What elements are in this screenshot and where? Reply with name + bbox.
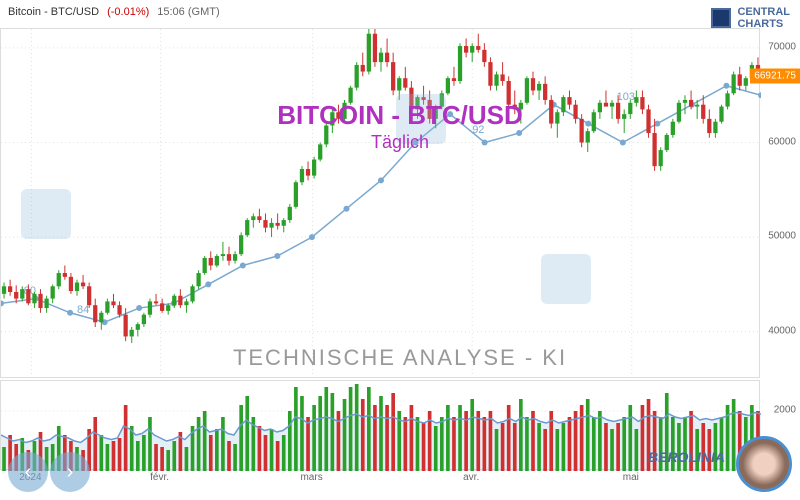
symbol-name: Bitcoin - BTC/USD [8, 6, 99, 18]
x-tick-label: févr. [150, 472, 169, 483]
watermark-icon [541, 254, 591, 304]
price-chart[interactable]: 808492103 [0, 28, 760, 378]
y-tick-label: 70000 [768, 41, 796, 52]
nav-next-button[interactable]: › [50, 452, 90, 492]
svg-text:84: 84 [77, 304, 89, 316]
y-tick-label: 50000 [768, 231, 796, 242]
header: Bitcoin - BTC/USD (-0.01%) 15:06 (GMT) [0, 0, 800, 24]
nav-buttons: ‹ › [8, 452, 90, 492]
x-tick-label: mai [623, 472, 639, 483]
ta-label: TECHNISCHE ANALYSE - KI [233, 345, 567, 371]
timestamp: 15:06 (GMT) [157, 6, 219, 18]
logo-text: CENTRAL CHARTS [737, 6, 790, 30]
volume-chart-svg [1, 381, 761, 471]
svg-text:103: 103 [617, 91, 635, 103]
chart-title: BITCOIN - BTC/USD [277, 100, 523, 131]
watermark-icon [21, 189, 71, 239]
nav-prev-button[interactable]: ‹ [8, 452, 48, 492]
x-tick-label: avr. [463, 472, 479, 483]
vol-y-tick-label: 2000 [774, 405, 796, 416]
y-tick-label: 40000 [768, 325, 796, 336]
x-tick-label: mars [300, 472, 322, 483]
price-change: (-0.01%) [107, 6, 149, 18]
brand-label: BEROLINIA [648, 449, 725, 465]
price-chart-svg: 808492103 [1, 29, 761, 379]
volume-chart[interactable] [0, 380, 760, 470]
x-axis: 2024févr.marsavr.mai [0, 472, 760, 492]
logo-icon [711, 8, 731, 28]
y-tick-label: 60000 [768, 136, 796, 147]
logo: CENTRAL CHARTS [711, 6, 790, 30]
avatar-icon[interactable] [736, 436, 792, 492]
current-price-tag: 66921.75 [750, 69, 800, 84]
price-y-axis: 4000050000600007000066921.75 [760, 28, 800, 378]
chart-subtitle: Täglich [371, 132, 429, 153]
